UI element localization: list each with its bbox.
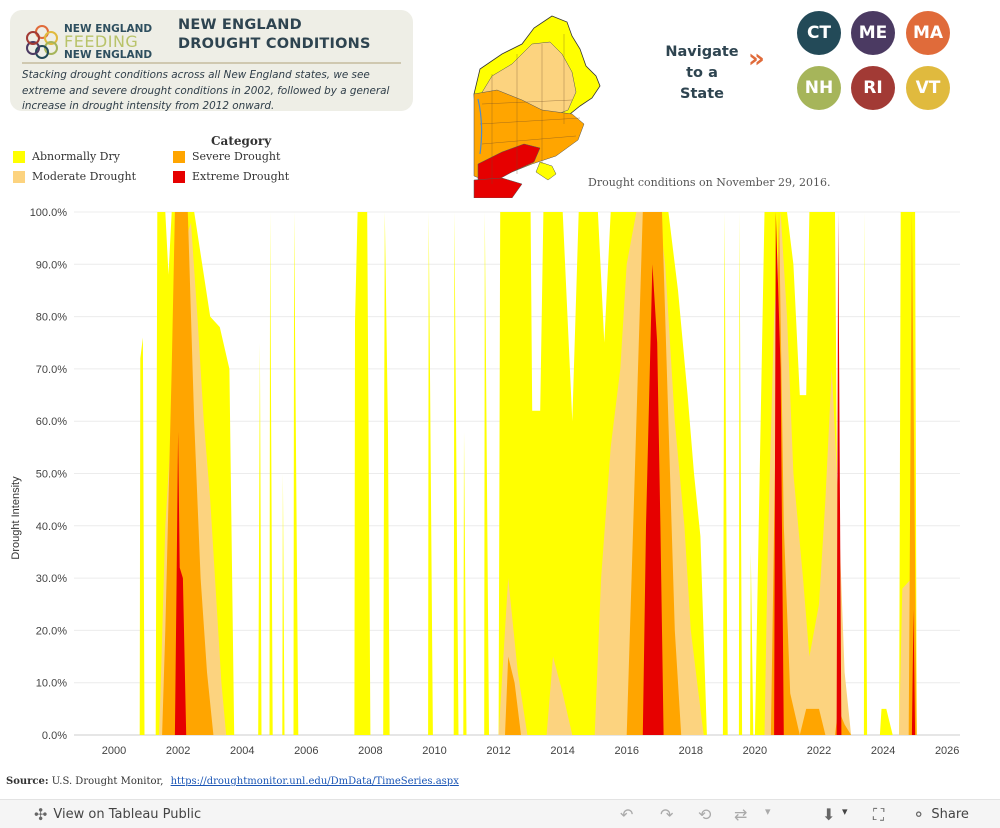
revert-icon[interactable]: ⟲	[698, 805, 712, 824]
legend-item-moderate-drought[interactable]: Moderate Drought	[13, 170, 136, 183]
feeding-new-england-logo	[26, 25, 58, 59]
y-axis-label: Drought Intensity	[10, 476, 22, 560]
y-tick-label: 90.0%	[36, 259, 67, 271]
legend-swatch	[173, 170, 185, 183]
x-tick-label: 2010	[422, 745, 446, 757]
legend-item-extreme-drought[interactable]: Extreme Drought	[173, 170, 289, 183]
x-tick-label: 2026	[935, 745, 959, 757]
tableau-icon: ✣	[34, 805, 48, 824]
x-tick-label: 2022	[807, 745, 831, 757]
state-button-ri[interactable]: RI	[851, 66, 895, 110]
x-tick-label: 2008	[358, 745, 382, 757]
page-subtitle: Stacking drought conditions across all N…	[22, 69, 390, 112]
x-tick-label: 2012	[486, 745, 510, 757]
page-title-line1: NEW ENGLAND	[178, 17, 302, 33]
x-tick-label: 2024	[871, 745, 895, 757]
redo-icon[interactable]: ↷	[660, 805, 674, 824]
view-on-tableau-button[interactable]: ✣ View on Tableau Public	[34, 805, 201, 824]
download-icon[interactable]: ⬇	[822, 805, 836, 824]
legend-swatch	[13, 150, 25, 163]
nav-label: Navigate to a State	[662, 42, 742, 105]
fullscreen-icon[interactable]: ⛶	[873, 805, 885, 824]
source-line: Source: U.S. Drought Monitor, https://dr…	[6, 776, 459, 787]
refresh-dropdown-icon[interactable]: ▾	[765, 805, 771, 818]
drought-intensity-chart[interactable]: 0.0% 10.0% 20.0% 30.0% 40.0% 50.0% 60.0% 70.0% 8…	[0, 200, 1000, 770]
x-tick-label: 2018	[679, 745, 703, 757]
y-tick-label: 100.0%	[30, 207, 68, 219]
x-tick-label: 2002	[166, 745, 190, 757]
y-tick-label: 70.0%	[36, 364, 67, 376]
series-area-extreme-drought[interactable]	[174, 212, 916, 735]
y-tick-label: 10.0%	[36, 678, 67, 690]
header-card: NEW ENGLAND FEEDING NEW ENGLAND NEW ENGL…	[10, 10, 413, 112]
legend-label: Extreme Drought	[192, 170, 290, 183]
nav-label-line1: Navigate	[665, 44, 739, 60]
refresh-icon[interactable]: ⇄	[734, 805, 748, 824]
y-tick-label: 60.0%	[36, 416, 67, 428]
x-tick-label: 2004	[230, 745, 254, 757]
logo-text-top: NEW ENGLAND	[64, 23, 153, 35]
map-caption: Drought conditions on November 29, 2016.	[588, 176, 831, 189]
nav-double-chevron-icon: »	[748, 44, 765, 74]
legend-label: Moderate Drought	[32, 170, 137, 183]
share-button[interactable]: ⚬ Share	[912, 805, 969, 824]
state-button-me[interactable]: ME	[851, 11, 895, 55]
state-button-vt[interactable]: VT	[906, 66, 950, 110]
map-cape-cod	[535, 161, 557, 181]
chart-areas	[139, 212, 917, 735]
share-icon: ⚬	[912, 805, 926, 824]
x-axis-ticks: 2000 2002 2004 2006 2008 2010 2012 2014 2016 2018…	[102, 745, 960, 757]
y-tick-label: 0.0%	[42, 730, 67, 742]
y-tick-label: 20.0%	[36, 625, 67, 637]
source-label: Source:	[6, 776, 49, 787]
page-title-line2: DROUGHT CONDITIONS	[178, 36, 371, 52]
y-axis-ticks: 0.0% 10.0% 20.0% 30.0% 40.0% 50.0% 60.0% 70.0% 8…	[30, 207, 68, 742]
series-area-abnormally-dry[interactable]	[139, 212, 917, 735]
legend-swatch	[13, 170, 25, 183]
share-label: Share	[931, 807, 969, 822]
legend-item-abnormally-dry[interactable]: Abnormally Dry	[13, 150, 120, 163]
legend-swatch	[173, 150, 185, 163]
tableau-toolbar: ✣ View on Tableau Public ↶ ↷ ⟲ ⇄ ▾ ⬇ ▾ ⛶…	[0, 799, 1000, 828]
download-dropdown-icon[interactable]: ▾	[842, 805, 848, 818]
y-tick-label: 30.0%	[36, 573, 67, 585]
x-tick-label: 2016	[615, 745, 639, 757]
x-tick-label: 2020	[743, 745, 767, 757]
source-link[interactable]: https://droughtmonitor.unl.edu/DmData/Ti…	[170, 776, 459, 787]
y-tick-label: 50.0%	[36, 469, 67, 481]
x-tick-label: 2000	[102, 745, 126, 757]
legend-item-severe-drought[interactable]: Severe Drought	[173, 150, 280, 163]
x-tick-label: 2006	[294, 745, 318, 757]
new-england-drought-map[interactable]	[472, 14, 602, 198]
map-county-lines	[479, 34, 581, 184]
state-button-nh[interactable]: NH	[797, 66, 841, 110]
undo-icon[interactable]: ↶	[620, 805, 634, 824]
y-tick-label: 40.0%	[36, 521, 67, 533]
state-button-ma[interactable]: MA	[906, 11, 950, 55]
view-on-tableau-label: View on Tableau Public	[53, 807, 202, 822]
logo-text-feeding: FEEDING	[64, 32, 139, 51]
source-text: U.S. Drought Monitor,	[51, 776, 164, 787]
legend-title: Category	[211, 134, 272, 148]
state-button-ct[interactable]: CT	[797, 11, 841, 55]
logo-text-bottom: NEW ENGLAND	[64, 49, 153, 61]
legend-label: Abnormally Dry	[32, 150, 120, 163]
header-divider	[22, 62, 401, 64]
nav-label-line2: to a State	[680, 65, 724, 102]
map-river	[477, 98, 483, 155]
x-tick-label: 2014	[550, 745, 574, 757]
legend-label: Severe Drought	[192, 150, 281, 163]
map-southern-edge	[473, 177, 523, 198]
y-tick-label: 80.0%	[36, 312, 67, 324]
